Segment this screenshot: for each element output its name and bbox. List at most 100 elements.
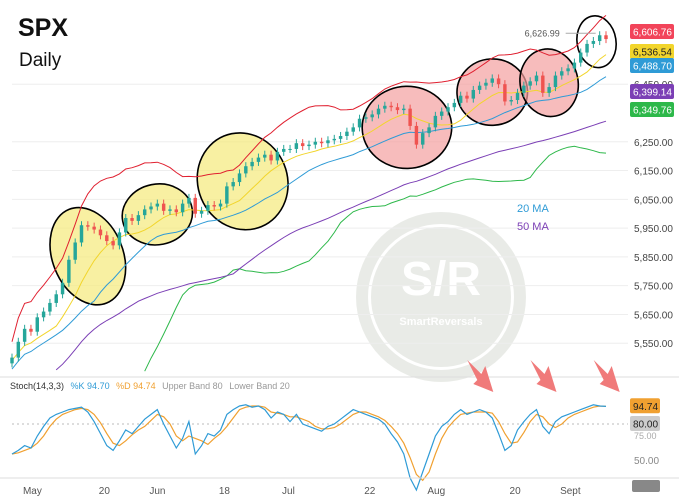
candle-body	[142, 209, 147, 216]
candle-body	[477, 85, 482, 90]
candle-body	[86, 225, 90, 227]
candle-body	[370, 114, 374, 118]
candle-body	[389, 105, 393, 108]
y-tick-label: 6,050.00	[634, 195, 673, 206]
red-arrow-icon	[593, 360, 620, 392]
candle-body	[414, 125, 419, 145]
candle-body	[351, 127, 355, 132]
candle-body	[585, 43, 589, 53]
candle-body	[155, 203, 160, 207]
price-tag	[630, 44, 674, 59]
stoch-d-line	[11, 405, 607, 482]
candle-body	[250, 161, 254, 167]
candle-body	[225, 186, 229, 204]
candle-body	[187, 197, 191, 204]
candle-body	[54, 294, 58, 303]
price-tag	[630, 84, 674, 99]
stoch-upper-label: Upper Band 80	[162, 381, 223, 391]
candle-body	[490, 78, 494, 83]
candle-body	[591, 41, 596, 44]
candle-body	[528, 81, 532, 86]
candle-body	[395, 107, 400, 111]
candle-body	[522, 85, 526, 93]
candle-body	[117, 232, 122, 246]
candle-body	[509, 100, 513, 102]
x-tick-label: 18	[219, 486, 231, 497]
candle-body	[41, 311, 46, 318]
ma20-line	[11, 76, 607, 370]
candle-body	[332, 138, 336, 141]
stoch-header: Stoch(14,3,3) %K 94.70 %D 94.74 Upper Ba…	[10, 381, 294, 391]
highlight-ellipse	[361, 85, 453, 170]
candle-body	[458, 95, 463, 103]
candle-body	[553, 75, 558, 88]
chart-subtitle: Daily	[19, 50, 62, 71]
candle-body	[256, 157, 261, 162]
candle-body	[579, 52, 583, 63]
candle-body	[452, 102, 457, 108]
candle-body	[345, 131, 349, 136]
x-tick-label: Aug	[427, 486, 445, 497]
candle-body	[60, 282, 65, 295]
candle-body	[288, 148, 292, 150]
candle-body	[206, 205, 210, 211]
red-arrow-icon	[467, 360, 494, 392]
candle-body	[237, 173, 242, 183]
candle-body	[22, 328, 27, 342]
candle-body	[484, 82, 488, 86]
candle-body	[16, 341, 21, 358]
candle-body	[338, 136, 343, 139]
candle-body	[294, 143, 299, 149]
watermark-logo: S/R SmartReversals	[356, 212, 526, 382]
stoch-d-tag	[630, 398, 660, 414]
stoch-k-line	[11, 404, 607, 492]
candle-body	[572, 62, 577, 69]
candle-body	[10, 357, 14, 364]
candle-body	[446, 107, 450, 112]
y-tick-label: 5,750.00	[634, 282, 673, 293]
price-tag-label: 6,488.70	[633, 62, 672, 73]
stoch-band-tag-label: 80.00	[633, 420, 658, 431]
candle-body	[547, 87, 551, 93]
stoch-lower-label: Lower Band 20	[229, 381, 290, 391]
candle-body	[105, 235, 109, 242]
x-tick-label: Jun	[149, 486, 165, 497]
candle-body	[534, 75, 539, 82]
x-tick-label: Sept	[560, 486, 581, 497]
highlight-ellipse	[519, 48, 580, 118]
candle-body	[421, 133, 425, 145]
highlight-ellipse	[196, 132, 289, 231]
candle-body	[364, 117, 368, 119]
candle-body	[92, 226, 96, 230]
candle-body	[149, 206, 153, 210]
candle-body	[566, 68, 570, 72]
candle-body	[433, 115, 438, 128]
y-tick-label: 5,850.00	[634, 253, 673, 264]
candle-body	[124, 218, 128, 233]
y-tick-label: 5,550.00	[634, 339, 673, 350]
y-tick-label: 6,250.00	[634, 138, 673, 149]
stoch-d-label: %D 94.74	[116, 381, 156, 391]
candle-body	[218, 203, 223, 207]
candle-body	[313, 141, 318, 145]
ma50-line	[55, 120, 607, 371]
candle-body	[326, 140, 330, 144]
watermark-small-text: SmartReversals	[399, 316, 483, 328]
candle-body	[212, 205, 216, 207]
candle-body	[174, 209, 179, 213]
stoch-band-tag	[630, 416, 660, 431]
x-tick-label: 20	[99, 486, 111, 497]
watermark-ring	[368, 224, 514, 370]
chart-title: SPX	[18, 14, 69, 42]
price-tag-label: 6,399.14	[633, 88, 672, 99]
candle-body	[402, 108, 406, 111]
candle-body	[67, 259, 71, 283]
candle-body	[161, 203, 166, 211]
stoch-d-tag-label: 94.74	[633, 402, 658, 413]
candle-body	[168, 209, 172, 211]
price-tag-label: 6,536.54	[633, 48, 672, 59]
price-tag-label: 6,349.76	[633, 106, 672, 117]
watermark-big-text: S/R	[400, 253, 481, 306]
price-tag	[630, 102, 674, 117]
candle-body	[383, 105, 387, 109]
